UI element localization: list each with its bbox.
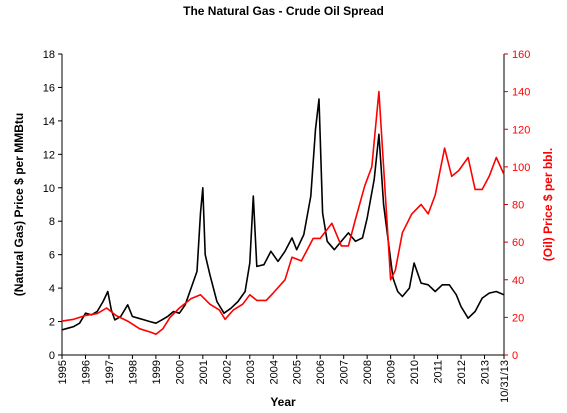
series-layer [61, 90, 505, 336]
axes [58, 53, 508, 359]
right-tick-label: 60 [512, 237, 524, 249]
left-tick-label: 2 [49, 317, 55, 329]
x-tick-label: 1996 [80, 360, 92, 384]
left-tick-label: 16 [43, 82, 55, 94]
right-tick-label: 20 [512, 312, 524, 324]
x-tick-label: 2009 [386, 360, 398, 384]
x-tick-label: 2011 [433, 360, 445, 384]
oil-price-line [61, 90, 505, 336]
x-tick-label: 1997 [104, 360, 116, 384]
left-axis-title: (Natural Gas) Price $ per MMBtu [12, 113, 26, 296]
chart-title: The Natural Gas - Crude Oil Spread [183, 4, 384, 18]
right-tick-label: 160 [512, 49, 530, 61]
right-axis-title: (Oil) Price $ per bbl. [541, 148, 555, 261]
right-tick-label: 140 [512, 87, 530, 99]
right-tick-label: 0 [512, 350, 518, 362]
left-tick-label: 4 [49, 283, 55, 295]
x-tick-label: 2007 [339, 360, 351, 384]
right-tick-label: 80 [512, 200, 524, 212]
x-tick-label: 2002 [221, 360, 233, 384]
x-tick-label: 1999 [151, 360, 163, 384]
axis-labels: 0 2 4 6 8 10 12 14 16 18 0 20 40 60 80 100 120 140 160 1995… [12, 49, 555, 409]
x-axis-title: Year [270, 395, 296, 409]
left-tick-label: 14 [43, 116, 55, 128]
left-tick-label: 12 [43, 149, 55, 161]
left-tick-label: 10 [43, 183, 55, 195]
x-tick-label: 1995 [57, 360, 69, 384]
left-tick-label: 18 [43, 49, 55, 61]
natural-gas-price-line [61, 98, 505, 331]
x-tick-label: 10/31/13 [499, 360, 511, 403]
right-tick-label: 100 [512, 162, 530, 174]
x-tick-label: 2000 [174, 360, 186, 384]
x-tick-label: 2001 [198, 360, 210, 384]
right-tick-label: 120 [512, 124, 530, 136]
left-tick-label: 6 [49, 250, 55, 262]
x-tick-label: 1998 [127, 360, 139, 384]
x-tick-label: 2010 [409, 360, 421, 384]
x-tick-label: 2008 [362, 360, 374, 384]
x-tick-label: 2012 [456, 360, 468, 384]
right-tick-label: 40 [512, 275, 524, 287]
x-tick-label: 2013 [480, 360, 492, 384]
left-tick-label: 0 [49, 350, 55, 362]
left-tick-label: 8 [49, 216, 55, 228]
x-tick-label: 2003 [245, 360, 257, 384]
x-tick-label: 2004 [268, 360, 280, 384]
x-tick-label: 2006 [315, 360, 327, 384]
x-tick-label: 2005 [292, 360, 304, 384]
